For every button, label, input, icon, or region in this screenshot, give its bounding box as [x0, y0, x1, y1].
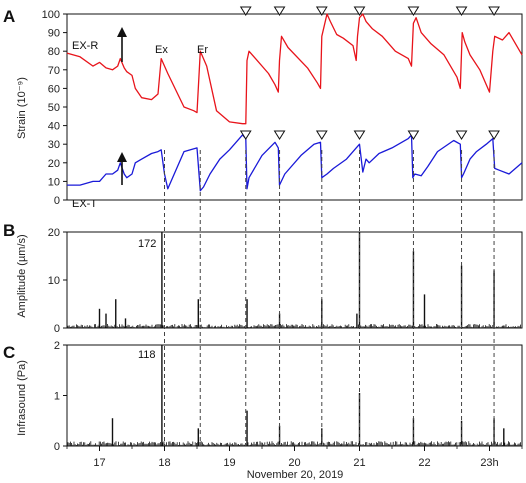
y-axis-title-c: Infrasound (Pa)	[16, 360, 28, 436]
noise-floor	[67, 324, 521, 328]
y-axis-title-a: Strain (10⁻⁹)	[16, 77, 28, 139]
triangle-marker	[239, 130, 252, 140]
panel-letter-c: C	[3, 343, 15, 362]
y-tick-label-b: 0	[54, 323, 60, 335]
y-tick-label-a: 30	[48, 139, 60, 151]
y-tick-label-a: 0	[54, 195, 60, 207]
y-tick-label-a: 100	[42, 9, 60, 21]
triangle-marker	[239, 6, 252, 16]
panel-letter-b: B	[3, 221, 15, 240]
triangle-marker	[353, 130, 366, 140]
panel-a-plot: 0 10 20 30 40 50 60 70 80 90 100	[42, 6, 523, 207]
y-tick-label-a: 80	[48, 46, 60, 58]
y-tick-label-a: 70	[48, 65, 60, 77]
y-axis-title-b: Amplitude (µm/s)	[16, 234, 28, 317]
y-tick-label-b: 20	[48, 227, 60, 239]
label-er: Er	[197, 44, 208, 56]
panel-letter-a: A	[3, 7, 15, 26]
triangle-marker	[353, 6, 366, 16]
plot-frame-b	[66, 231, 523, 329]
y-tick-label-c: 2	[54, 340, 60, 352]
triangle-marker	[315, 130, 328, 140]
label-ex: Ex	[155, 44, 168, 56]
panel-b-plot: 0 10 20	[48, 227, 523, 335]
series-line-ex-t	[67, 134, 523, 192]
triangle-marker	[315, 6, 328, 16]
triangle-marker	[273, 130, 286, 140]
x-tick-label: 17	[93, 457, 105, 469]
triangle-marker	[488, 130, 500, 140]
triangle-marker	[273, 6, 286, 16]
arrow-up-icon-exr	[117, 27, 127, 62]
plot-frame-c	[66, 344, 523, 447]
x-tick-label: 18	[158, 457, 170, 469]
y-tick-label-c: 1	[54, 391, 60, 403]
annotation-118: 118	[138, 349, 156, 361]
y-tick-label-a: 60	[48, 83, 60, 95]
annotation-172: 172	[138, 238, 156, 250]
label-ex-t: EX-T	[72, 198, 97, 210]
triangle-marker	[407, 6, 420, 16]
triangle-marker	[455, 130, 468, 140]
plot-frame-a	[66, 13, 523, 201]
arrow-up-icon-ext	[117, 152, 127, 185]
triangle-marker	[488, 6, 500, 16]
x-tick-label: 22	[418, 457, 430, 469]
x-tick-label: 21	[353, 457, 365, 469]
y-tick-label-c: 0	[54, 441, 60, 453]
x-tick-label: 20	[288, 457, 300, 469]
label-ex-r: EX-R	[72, 40, 98, 52]
y-tick-label-a: 50	[48, 102, 60, 114]
y-tick-label-b: 10	[48, 275, 60, 287]
series-line-ex-r	[66, 13, 523, 125]
x-tick-label: 23h	[480, 457, 498, 469]
y-tick-label-a: 10	[48, 176, 60, 188]
event-dashed-lines	[164, 150, 495, 446]
y-tick-label-a: 40	[48, 121, 60, 133]
triangle-marker	[407, 130, 420, 140]
noise-floor	[67, 441, 521, 446]
y-tick-label-a: 20	[48, 158, 60, 170]
triangle-marker	[455, 6, 468, 16]
x-axis-title: November 20, 2019	[247, 469, 344, 481]
panel-c-plot: 0 1 2 17 18 19 20 21 22 23h	[54, 340, 523, 469]
y-tick-label-a: 90	[48, 28, 60, 40]
x-tick-label: 19	[223, 457, 235, 469]
